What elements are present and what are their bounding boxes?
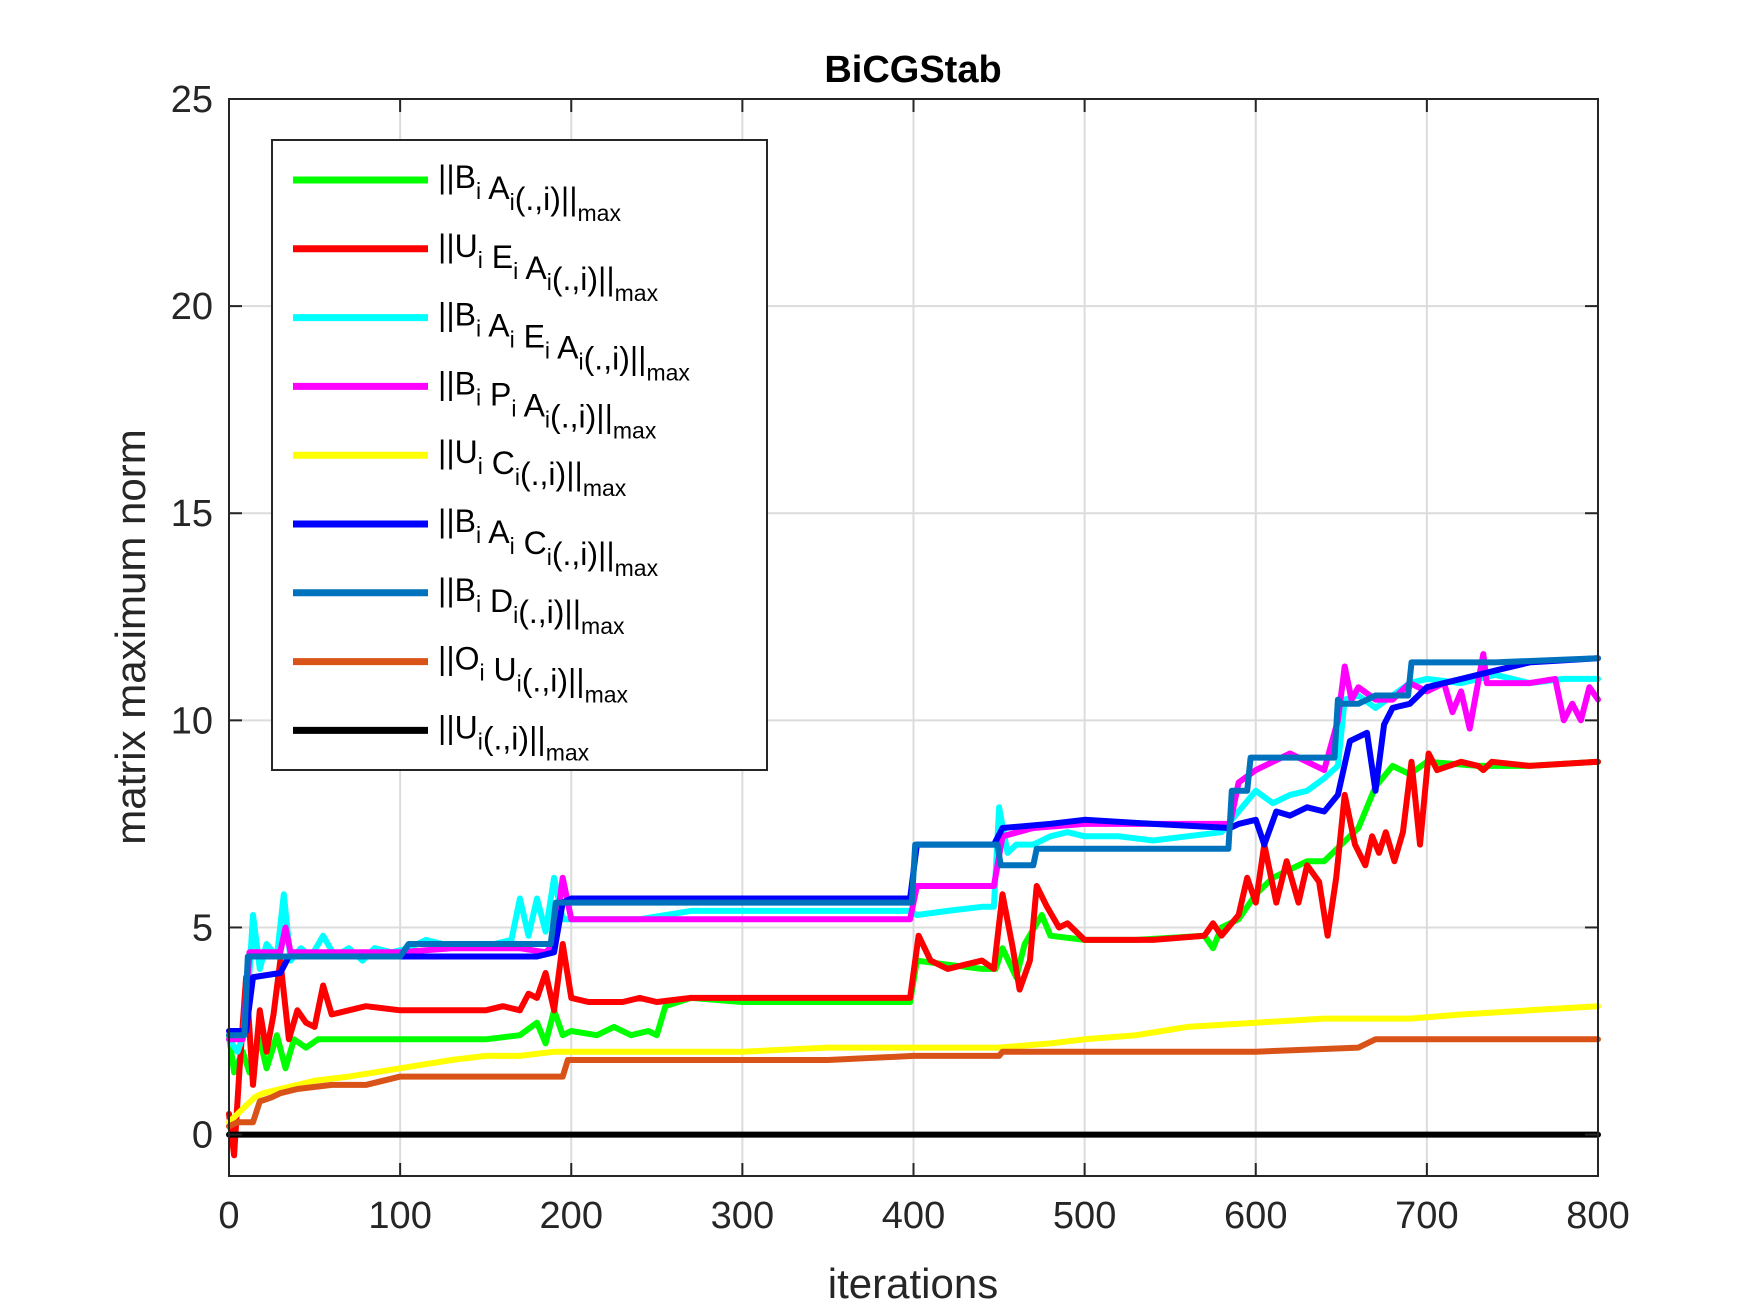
series-line (226, 655, 1601, 1034)
x-tick-label: 600 (1224, 1195, 1287, 1237)
series-line (226, 655, 1601, 1039)
series-line (226, 651, 1601, 1043)
x-tick-label: 800 (1566, 1195, 1629, 1237)
x-tick-label: 700 (1395, 1195, 1458, 1237)
series-line (226, 1036, 1601, 1130)
axis-ticks: 0 100 200 300 400 500 600 700 800 0 5 10 15 20 25 (171, 79, 1630, 1237)
y-tick-label: 5 (192, 907, 213, 949)
series-line (226, 671, 1601, 1055)
x-tick-label: 300 (711, 1195, 774, 1237)
legend-entry-label: ||Bi Ai Ei Ai(.,i)||max (438, 297, 690, 386)
legend-entry-label: ||Oi Ui(.,i)||max (438, 641, 629, 708)
legend-entry-label: ||Ui Ci(.,i)||max (438, 434, 627, 501)
x-tick-label: 0 (218, 1195, 239, 1237)
x-tick-label: 200 (540, 1195, 603, 1237)
legend: ||Bi Ai(.,i)||max||Ui Ei Ai(.,i)||max||B… (271, 139, 768, 771)
chart-title: BiCGStab (824, 49, 1001, 91)
y-tick-label: 10 (171, 700, 213, 742)
y-tick-label: 15 (171, 493, 213, 535)
x-tick-label: 500 (1053, 1195, 1116, 1237)
legend-entry-label: ||Bi Pi Ai(.,i)||max (438, 365, 657, 443)
x-tick-label: 400 (882, 1195, 945, 1237)
legend-entry-label: ||Bi Ai Ci(.,i)||max (438, 503, 659, 581)
legend-entry-label: ||Bi Ai(.,i)||max (438, 159, 621, 226)
y-tick-label: 25 (171, 79, 213, 121)
x-axis-label: iterations (828, 1260, 998, 1307)
y-axis-label: matrix maximum norm (107, 429, 154, 844)
legend-entry-label: ||Ui(.,i)||max (438, 709, 590, 765)
legend-entry-label: ||Ui Ei Ai(.,i)||max (438, 228, 659, 306)
series-line (226, 750, 1601, 1159)
y-tick-label: 0 (192, 1115, 213, 1157)
legend-entry-label: ||Bi Di(.,i)||max (438, 572, 625, 639)
y-tick-label: 20 (171, 286, 213, 328)
x-tick-label: 100 (368, 1195, 431, 1237)
series-line (226, 758, 1601, 1076)
series-line (226, 1003, 1601, 1126)
series-group (226, 651, 1601, 1159)
